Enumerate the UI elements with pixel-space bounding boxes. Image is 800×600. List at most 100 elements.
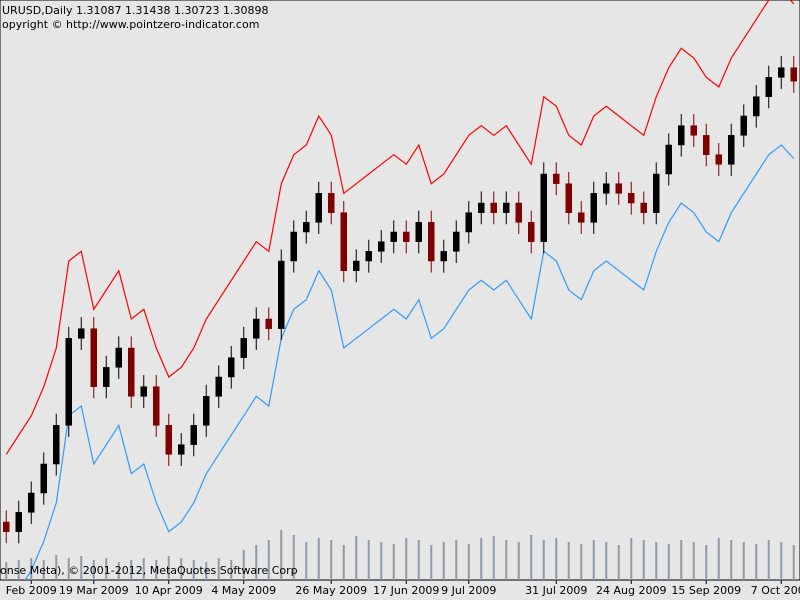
volume-bar (680, 540, 683, 580)
candle-body (378, 241, 385, 252)
candle-body (503, 202, 510, 213)
candle-body (528, 222, 535, 242)
x-tick-label: 10 Apr 2009 (135, 584, 203, 597)
volume-bar (542, 540, 545, 580)
x-tick-label: 19 Mar 2009 (59, 584, 129, 597)
volume-bar (342, 545, 345, 580)
candle-body (490, 202, 497, 213)
candle-body (215, 376, 222, 397)
candle-body (203, 396, 210, 426)
candle-body (428, 222, 435, 262)
x-tick-label: 31 Jul 2009 (525, 584, 587, 597)
volume-bar (455, 540, 458, 580)
volume-bar (780, 542, 783, 580)
candle-body (765, 77, 772, 97)
candle-body (153, 386, 160, 426)
volume-bar (92, 560, 95, 580)
x-tick-label: 17 Jun 2009 (373, 584, 439, 597)
x-tick-label: 15 Sep 2009 (671, 584, 741, 597)
chart-title: URUSD,Daily 1.31087 1.31438 1.30723 1.30… (2, 4, 268, 17)
candle-body (403, 231, 410, 242)
volume-bar (705, 545, 708, 580)
volume-bar (130, 560, 133, 580)
volume-bar (367, 540, 370, 580)
candle-body (240, 338, 247, 358)
candle-body (703, 135, 710, 155)
candle-body (415, 222, 422, 242)
chart-subtitle: opyright © http://www.pointzero-indicato… (2, 18, 259, 31)
candle-body (303, 222, 310, 233)
volume-bar (517, 542, 520, 580)
x-tick-label: 24 Aug 2009 (596, 584, 666, 597)
candle-body (465, 212, 472, 233)
volume-bar (192, 560, 195, 580)
volume-bar (605, 542, 608, 580)
footer-text: onse Meta), © 2001-2012, MetaQuotes Soft… (0, 564, 298, 577)
candle-body (590, 193, 597, 223)
candle-body (365, 251, 372, 262)
candle-body (628, 193, 635, 204)
volume-bar (80, 556, 83, 580)
volume-layer (5, 530, 795, 580)
volume-bar (430, 545, 433, 580)
candle-body (515, 202, 522, 223)
volume-bar (180, 558, 183, 580)
volume-bar (142, 558, 145, 580)
volume-bar (155, 560, 158, 580)
candle-body (440, 251, 447, 262)
volume-bar (667, 544, 670, 580)
candle-body (53, 425, 60, 465)
volume-bar (480, 538, 483, 580)
candle-body (290, 231, 297, 262)
volume-bar (767, 540, 770, 580)
volume-bar (330, 540, 333, 580)
candle-body (78, 328, 85, 339)
volume-bar (492, 536, 495, 580)
x-tick-label: 4 May 2009 (211, 584, 276, 597)
candle-body (390, 231, 397, 242)
candle-body (715, 154, 722, 165)
candle-body (753, 96, 760, 117)
candle-body (615, 183, 622, 194)
volume-bar (105, 558, 108, 580)
candle-body (165, 425, 172, 455)
volume-bar (405, 538, 408, 580)
band-line (5, 0, 795, 455)
candle-body (28, 492, 35, 513)
volume-bar (692, 542, 695, 580)
candle-body (540, 173, 547, 242)
candle-body (90, 328, 97, 387)
volume-bar (17, 560, 20, 580)
candle-body (65, 338, 72, 426)
volume-bar (217, 558, 220, 580)
volume-bar (617, 545, 620, 580)
candle-body (478, 202, 485, 213)
candle-body (40, 463, 47, 494)
volume-bar (467, 544, 470, 580)
candle-body (690, 125, 697, 136)
x-tick-label: 26 May 2009 (295, 584, 367, 597)
volume-bar (255, 545, 258, 580)
candle-body (15, 512, 22, 532)
candle-body (103, 367, 110, 387)
plot-area (0, 0, 800, 581)
volume-bar (792, 545, 795, 580)
candle-body (128, 347, 135, 397)
candle-body (665, 144, 672, 175)
candle-body (640, 202, 647, 213)
candle-body (328, 193, 335, 213)
candle-body (178, 444, 185, 455)
volume-bar (117, 562, 120, 580)
volume-bar (505, 540, 508, 580)
volume-bar (417, 540, 420, 580)
volume-bar (305, 542, 308, 580)
volume-bar (242, 550, 245, 580)
volume-bar (292, 535, 295, 580)
x-tick-label: 9 Jul 2009 (441, 584, 496, 597)
volume-bar (280, 530, 283, 580)
candle-body (778, 67, 785, 78)
volume-bar (580, 544, 583, 580)
volume-bar (380, 542, 383, 580)
